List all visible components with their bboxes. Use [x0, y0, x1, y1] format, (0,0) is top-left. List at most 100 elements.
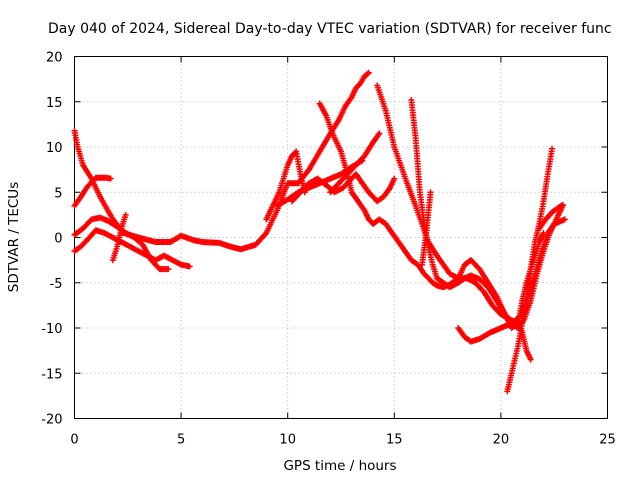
data-point [403, 177, 410, 184]
data-point [439, 260, 446, 267]
data-point [337, 146, 344, 153]
data-point [411, 200, 418, 207]
data-point [79, 159, 86, 166]
series-s8 [536, 201, 566, 232]
data-point [113, 245, 120, 252]
data-point [558, 202, 565, 209]
y-tick-labels: -20 -15 -10 -5 0 5 10 15 20 [41, 51, 62, 428]
data-point [108, 214, 115, 221]
data-point [400, 246, 407, 253]
data-point [501, 309, 508, 316]
data-point [90, 229, 97, 236]
x-axis-label: GPS time / hours [283, 458, 396, 474]
data-point [273, 209, 280, 216]
data-point [111, 222, 118, 229]
data-point [137, 239, 144, 246]
y-tick-label: 5 [54, 186, 62, 201]
data-point [523, 295, 530, 302]
series-s3 [316, 100, 534, 363]
series-s9 [71, 227, 193, 270]
data-point [368, 141, 375, 148]
series-s6 [455, 216, 568, 345]
grid [74, 56, 608, 419]
data-point [427, 277, 434, 284]
data-point [537, 250, 544, 257]
data-point [526, 354, 533, 361]
data-point [77, 227, 84, 234]
series-s13 [288, 171, 398, 205]
data-point [412, 132, 419, 139]
y-tick-label: 10 [46, 141, 63, 156]
data-point [297, 168, 304, 175]
data-point [76, 195, 83, 202]
data-point [268, 204, 275, 211]
chart-title: Day 040 of 2024, Sidereal Day-to-day VTE… [48, 21, 612, 37]
y-tick-label: -20 [41, 413, 62, 428]
data-point [106, 175, 113, 182]
data-point [358, 178, 365, 185]
data-point [185, 263, 192, 270]
x-tick-label: 25 [599, 433, 616, 448]
data-point [531, 241, 538, 248]
data-point [527, 268, 534, 275]
data-point [87, 173, 94, 180]
y-axis-label: SDTVAR / TECUs [6, 182, 22, 292]
x-tick-labels: 0 5 10 15 20 25 [70, 433, 615, 448]
data-point [416, 186, 423, 193]
data-point [275, 191, 282, 198]
series-s12 [263, 148, 308, 223]
axis-ticks [74, 56, 608, 419]
data-point [99, 229, 106, 236]
data-point [385, 186, 392, 193]
x-tick-label: 10 [279, 433, 296, 448]
data-point [360, 205, 367, 212]
series-s16 [419, 189, 434, 268]
data-point [390, 177, 397, 184]
x-tick-label: 5 [177, 433, 185, 448]
data-point [560, 217, 567, 224]
series-s15 [327, 130, 383, 196]
data-point [508, 372, 515, 379]
data-point [364, 70, 371, 77]
data-point [522, 345, 529, 352]
data-point [475, 336, 482, 343]
data-point [350, 173, 357, 180]
data-point [334, 118, 341, 125]
data-point [304, 168, 311, 175]
data-point [423, 272, 430, 279]
y-tick-label: -5 [50, 277, 63, 292]
data-point [315, 150, 322, 157]
data-point [322, 110, 329, 117]
y-tick-label: -10 [41, 322, 62, 337]
data-point [375, 131, 382, 138]
data-point [540, 200, 547, 207]
data-point [544, 173, 551, 180]
data-point [176, 260, 183, 267]
y-tick-label: 20 [46, 51, 63, 66]
data-point [429, 259, 436, 266]
data-point [390, 141, 397, 148]
data-point [394, 237, 401, 244]
data-point [482, 281, 489, 288]
data-point [163, 266, 170, 273]
data-point [381, 105, 388, 112]
data-points [71, 69, 568, 395]
data-point [432, 250, 439, 257]
data-point [518, 322, 525, 329]
data-point [189, 236, 196, 243]
data-point [546, 211, 553, 218]
data-point [388, 228, 395, 235]
y-tick-label: 15 [46, 96, 63, 111]
data-point [341, 105, 348, 112]
data-point [355, 82, 362, 89]
data-point [363, 71, 370, 78]
y-tick-label: 0 [54, 232, 62, 247]
data-point [544, 232, 551, 239]
x-tick-label: 0 [70, 433, 78, 448]
data-point [121, 214, 128, 221]
data-point [117, 227, 124, 234]
data-point [427, 191, 434, 198]
data-point [347, 95, 354, 102]
data-point [147, 255, 154, 262]
